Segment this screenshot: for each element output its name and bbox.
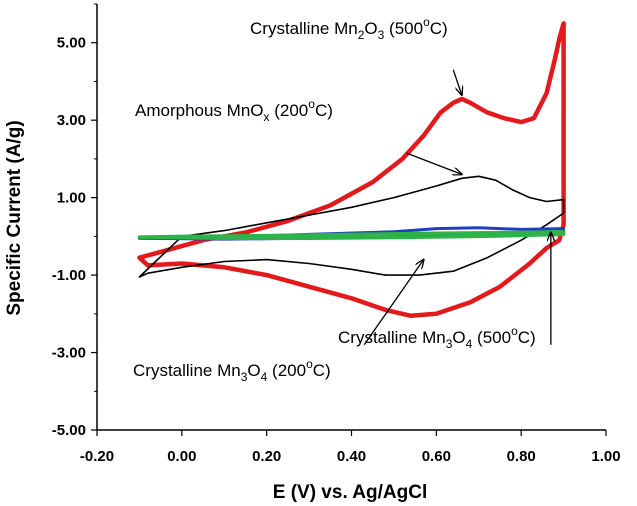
x-axis-title: E (V) vs. Ag/AgCl (273, 482, 427, 503)
annotation-arrows (363, 69, 551, 346)
y-tick-label: 3.00 (57, 112, 86, 129)
y-tick-label: -1.00 (52, 267, 86, 284)
x-tick-label: 0.60 (422, 448, 451, 465)
annotation-arrow-4 (363, 260, 423, 346)
y-tick-label: -5.00 (52, 422, 86, 439)
annotations: Crystalline Mn2O3 (500oC) Amorphous MnOx … (133, 15, 536, 384)
annotation-2: Amorphous MnOx (200oC) (135, 97, 333, 124)
axes: -0.20 0.00 0.20 0.40 0.60 0.80 1.00 5.00 3.00 1.0… (52, 3, 621, 465)
x-tick-label: 0.20 (252, 448, 281, 465)
annotation-arrow-1 (452, 69, 461, 95)
annotation-4: Crystalline Mn3O4 (200oC) (133, 357, 331, 384)
y-tick-label: 1.00 (57, 190, 86, 207)
series-4-line (137, 229, 566, 241)
x-tick-label: 0.40 (337, 448, 366, 465)
series-2-line (138, 175, 565, 278)
x-tick-label: 0.00 (167, 448, 196, 465)
x-tick-label: -0.20 (80, 448, 114, 465)
annotation-1: Crystalline Mn2O3 (500oC) (250, 15, 448, 42)
annotation-3: Crystalline Mn3O4 (500oC) (338, 324, 536, 351)
x-tick-label: 1.00 (591, 448, 620, 465)
series-1-line (137, 21, 566, 319)
series-group (137, 21, 566, 319)
y-tick-label: -3.00 (52, 345, 86, 362)
x-tick-label: 0.80 (507, 448, 536, 465)
annotation-arrow-2 (406, 152, 462, 174)
y-axis-title: Specific Current (A/g) (4, 120, 25, 315)
y-tick-label: 5.00 (57, 35, 86, 52)
